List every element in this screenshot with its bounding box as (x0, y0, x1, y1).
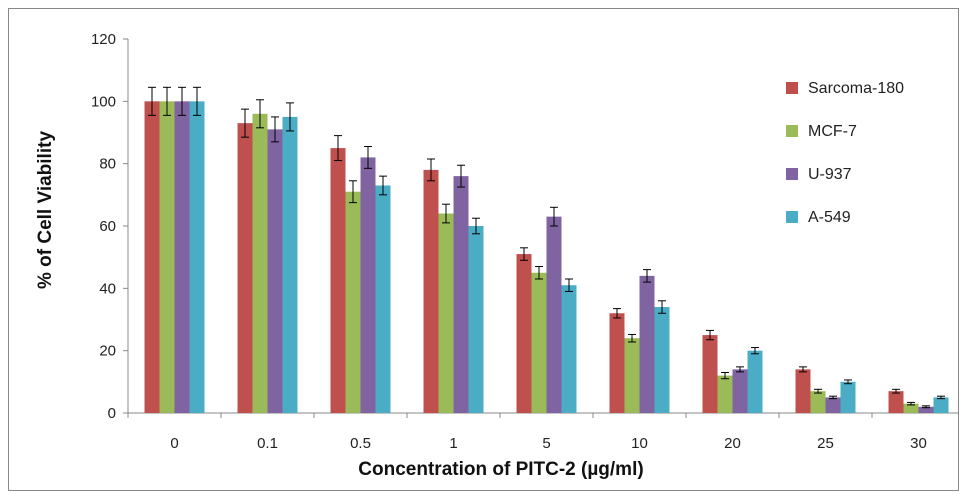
y-tick-label: 120 (91, 31, 116, 48)
bar (609, 313, 625, 413)
x-tick-label: 30 (910, 435, 927, 452)
y-tick-label: 0 (108, 405, 116, 422)
bar (810, 391, 826, 413)
bar (825, 397, 841, 413)
x-axis: 0 0.1 0.5 1 5 10 20 25 30 (127, 412, 958, 452)
bar-chart: 0 20 40 60 80 100 120 0 0.1 0.5 1 5 10 20 25 30 Sarcom… (35, 31, 958, 480)
bar (654, 307, 670, 413)
x-tick-label: 0.1 (257, 435, 278, 452)
chart-frame: 0 20 40 60 80 100 120 0 0.1 0.5 1 5 10 20 25 30 Sarcom… (8, 8, 959, 491)
bar (546, 216, 562, 413)
y-tick-label: 40 (99, 280, 116, 297)
legend-label: Sarcoma-180 (808, 80, 904, 97)
bar (561, 285, 577, 413)
x-tick-label: 0.5 (350, 435, 371, 452)
bar (453, 176, 469, 413)
bar (732, 369, 748, 413)
bar (267, 129, 283, 413)
bar (747, 350, 763, 413)
bar (531, 272, 547, 413)
bar (144, 101, 160, 413)
x-tick-label: 20 (724, 435, 741, 452)
x-tick-label: 5 (542, 435, 550, 452)
legend-swatch (786, 82, 798, 94)
y-axis-title: % of Cell Viability (35, 131, 56, 289)
y-axis: 0 20 40 60 80 100 120 (91, 31, 129, 422)
bar (438, 213, 454, 413)
bar (888, 391, 904, 413)
bar (360, 157, 376, 413)
error-bars (148, 86, 945, 409)
bar (282, 116, 298, 414)
y-tick-label: 60 (99, 218, 116, 235)
bar (840, 381, 856, 413)
bar (933, 397, 949, 413)
bar (624, 338, 640, 413)
bar (252, 113, 268, 414)
bar (423, 169, 439, 413)
legend: Sarcoma-180 MCF-7 U-937 A-549 (786, 80, 904, 226)
bar (516, 254, 532, 413)
bar (918, 406, 934, 413)
y-tick-label: 80 (99, 156, 116, 173)
legend-label: U-937 (808, 166, 852, 183)
y-tick-label: 100 (91, 93, 116, 110)
x-tick-label: 0 (170, 435, 178, 452)
legend-swatch (786, 211, 798, 223)
x-tick-label: 25 (817, 435, 834, 452)
bar (159, 101, 175, 413)
legend-label: MCF-7 (808, 123, 857, 140)
x-tick-label: 10 (631, 435, 648, 452)
bar (639, 275, 655, 413)
bar (330, 148, 346, 414)
bar (702, 335, 718, 413)
bar (468, 226, 484, 413)
bar (345, 191, 361, 413)
bar (237, 123, 253, 414)
y-tick-label: 20 (99, 343, 116, 360)
legend-swatch (786, 168, 798, 180)
bar (903, 403, 919, 413)
x-tick-label: 1 (449, 435, 457, 452)
bar (795, 369, 811, 413)
x-axis-title: Concentration of PITC-2 (µg/ml) (358, 459, 643, 480)
bar (189, 101, 205, 413)
bars (144, 101, 949, 414)
bar (375, 185, 391, 413)
legend-label: A-549 (808, 209, 851, 226)
bar (717, 375, 733, 413)
legend-swatch (786, 125, 798, 137)
bar (174, 101, 190, 413)
